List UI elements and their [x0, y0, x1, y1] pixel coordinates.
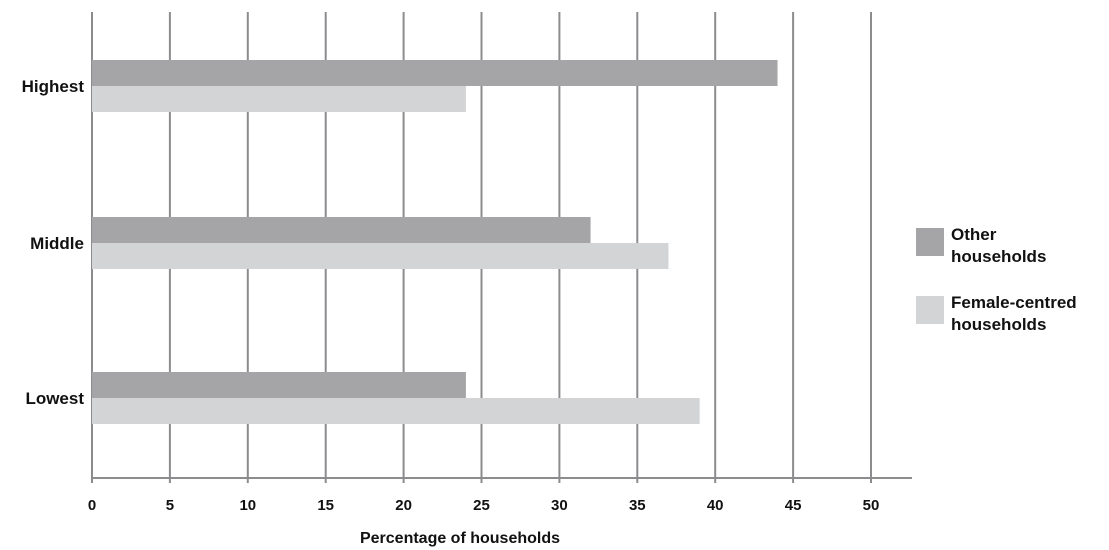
x-tick-label: 40 — [707, 497, 724, 514]
legend-swatch — [916, 228, 944, 256]
x-axis: 0 5 10 15 20 25 30 35 40 45 50 — [88, 477, 912, 514]
bar-highest-other — [92, 60, 778, 86]
legend-swatch — [916, 296, 944, 324]
category-label: Middle — [30, 234, 84, 253]
bar-lowest-other — [92, 372, 466, 398]
category-label: Lowest — [25, 389, 84, 408]
bar-highest-female-centred — [92, 86, 466, 112]
legend-label: Other — [951, 225, 997, 244]
x-axis-title: Percentage of households — [360, 530, 560, 547]
category-label: Highest — [22, 77, 85, 96]
x-tick-label: 10 — [239, 497, 256, 514]
x-tick-label: 25 — [473, 497, 490, 514]
legend-label: households — [951, 247, 1046, 266]
legend: Other households Female-centred households — [916, 225, 1077, 334]
bar-middle-female-centred — [92, 243, 669, 269]
bar-lowest-female-centred — [92, 398, 700, 424]
x-tick-label: 20 — [395, 497, 412, 514]
x-tick-label: 30 — [551, 497, 568, 514]
legend-label: households — [951, 315, 1046, 334]
bars — [92, 60, 778, 424]
x-tick-label: 0 — [88, 497, 96, 514]
x-tick-label: 50 — [863, 497, 880, 514]
y-axis-labels: Highest Middle Lowest — [22, 77, 85, 408]
bar-middle-other — [92, 217, 591, 243]
x-tick-label: 5 — [166, 497, 174, 514]
x-tick-label: 35 — [629, 497, 646, 514]
x-tick-label: 15 — [317, 497, 334, 514]
legend-label: Female-centred — [951, 293, 1077, 312]
x-tick-label: 45 — [785, 497, 802, 514]
